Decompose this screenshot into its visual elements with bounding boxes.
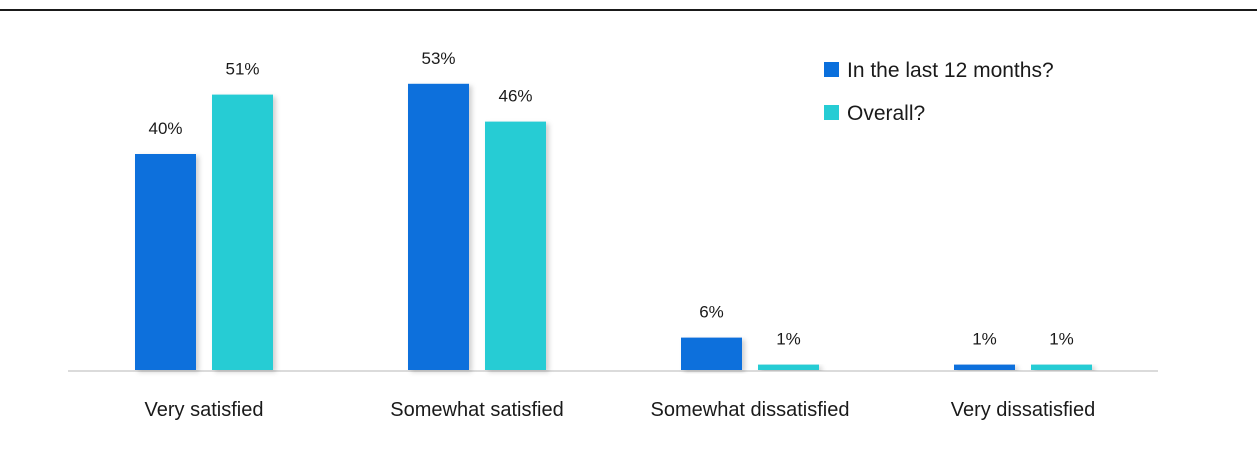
top-divider xyxy=(0,9,1257,11)
data-label-series-1-1: 40% xyxy=(148,119,182,138)
legend-swatch-2 xyxy=(824,105,839,120)
data-label-series-1-4: 1% xyxy=(972,330,997,349)
data-label-series-2-3: 1% xyxy=(776,330,801,349)
labels-layer: 40% 51% Very satisfied 53% 46% Somewhat satis… xyxy=(145,49,1096,421)
legend-swatch-1 xyxy=(824,62,839,77)
bars-layer xyxy=(135,83,1092,371)
data-label-series-2-1: 51% xyxy=(225,60,259,79)
data-label-series-2-4: 1% xyxy=(1049,330,1074,349)
bar-series-2-1 xyxy=(212,94,273,370)
data-label-series-2-2: 46% xyxy=(498,87,532,106)
bar-series-1-1 xyxy=(135,154,196,370)
category-label-4: Very dissatisfied xyxy=(951,399,1096,421)
legend-label-1: In the last 12 months? xyxy=(847,59,1054,82)
data-label-series-1-3: 6% xyxy=(699,303,724,322)
legend-label-2: Overall? xyxy=(847,102,925,125)
data-label-series-1-2: 53% xyxy=(421,49,455,68)
category-label-2: Somewhat satisfied xyxy=(390,399,563,421)
bar-series-1-4 xyxy=(954,364,1015,370)
category-label-3: Somewhat dissatisfied xyxy=(651,399,850,421)
bar-series-2-2 xyxy=(485,121,546,370)
legend: In the last 12 months? Overall? xyxy=(824,59,1054,125)
bar-series-2-4 xyxy=(1031,364,1092,370)
bar-series-1-3 xyxy=(681,337,742,370)
category-label-1: Very satisfied xyxy=(145,399,264,421)
bar-series-2-3 xyxy=(758,364,819,370)
bar-series-1-2 xyxy=(408,83,469,371)
